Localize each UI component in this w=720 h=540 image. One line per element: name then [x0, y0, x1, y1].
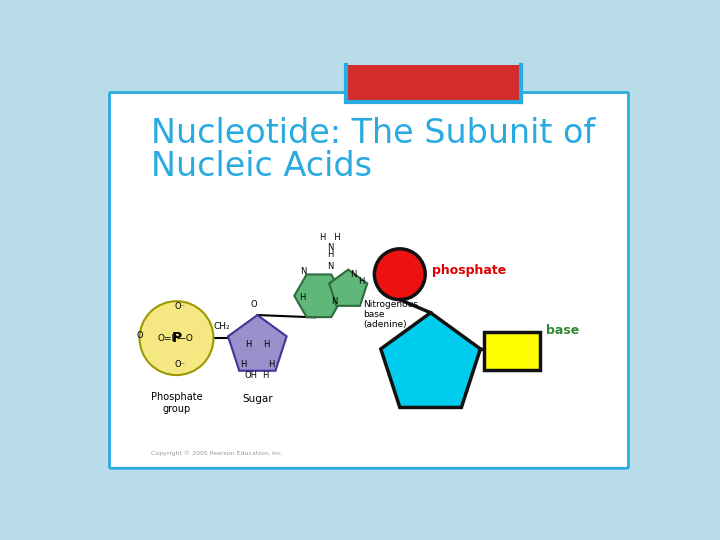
Text: phosphate: phosphate	[432, 264, 506, 277]
Text: O⁻: O⁻	[175, 302, 186, 311]
Text: O⁻: O⁻	[175, 360, 186, 369]
Text: Sugar: Sugar	[242, 394, 273, 403]
FancyBboxPatch shape	[109, 92, 629, 468]
Text: N: N	[351, 269, 357, 279]
Polygon shape	[329, 269, 367, 306]
Text: H: H	[299, 293, 305, 302]
Text: H: H	[245, 340, 251, 349]
Text: N: N	[300, 267, 307, 276]
Text: N: N	[331, 296, 338, 306]
Text: P: P	[171, 331, 181, 345]
Polygon shape	[381, 313, 480, 408]
Polygon shape	[294, 274, 343, 317]
Text: O: O	[250, 300, 257, 309]
Bar	[485, 332, 540, 370]
Text: Nitrogenous
base
(adenine): Nitrogenous base (adenine)	[364, 300, 418, 329]
Text: H   H: H H	[320, 233, 341, 242]
Circle shape	[374, 249, 426, 300]
Text: O: O	[136, 331, 143, 340]
Text: H: H	[264, 340, 270, 349]
Text: Copyright © 2005 Pearson Education, Inc.: Copyright © 2005 Pearson Education, Inc.	[151, 450, 284, 456]
Text: O=P—O: O=P—O	[157, 334, 193, 343]
Text: CH₂: CH₂	[213, 322, 230, 331]
Text: Nucleic Acids: Nucleic Acids	[151, 150, 372, 183]
Circle shape	[140, 301, 213, 375]
Text: Nucleotide: The Subunit of: Nucleotide: The Subunit of	[151, 117, 595, 150]
Text: N: N	[328, 242, 333, 252]
Bar	[346, 65, 521, 102]
Text: H: H	[268, 360, 274, 369]
Text: base: base	[546, 325, 579, 338]
Text: H: H	[262, 371, 269, 380]
Text: OH: OH	[245, 371, 258, 380]
Text: Phosphate
group: Phosphate group	[150, 392, 202, 414]
Text: N: N	[328, 262, 333, 271]
Text: H: H	[358, 277, 364, 286]
Text: H: H	[240, 360, 247, 369]
Text: H: H	[328, 251, 333, 259]
Polygon shape	[228, 315, 287, 371]
